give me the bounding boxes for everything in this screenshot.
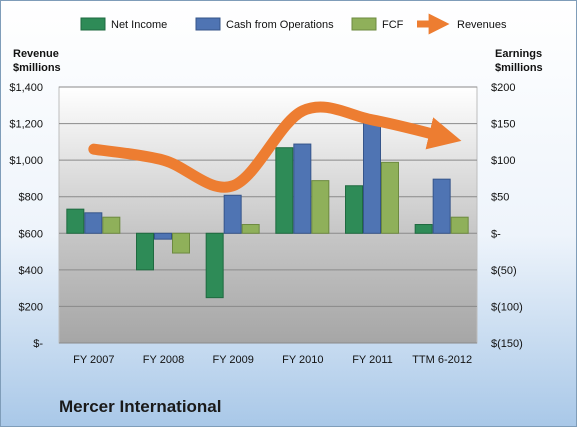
right-axis-label-line2: $millions bbox=[495, 62, 543, 74]
revenues-line bbox=[88, 101, 462, 193]
left-tick-label: $200 bbox=[19, 301, 43, 313]
legend-label-cash-from-operations: Cash from Operations bbox=[226, 19, 334, 31]
revenue-line bbox=[88, 101, 462, 193]
right-tick-label: $200 bbox=[491, 82, 515, 94]
bar-fcf bbox=[311, 180, 330, 234]
bar-fcf bbox=[450, 216, 469, 234]
bar-fcf bbox=[241, 224, 260, 234]
x-tick-label: FY 2011 bbox=[352, 354, 393, 366]
right-tick-label: $- bbox=[491, 228, 501, 240]
right-tick-label: $(100) bbox=[491, 301, 523, 313]
right-tick-label: $100 bbox=[491, 155, 515, 167]
legend-swatch-fcf bbox=[351, 17, 377, 31]
left-tick-label: $800 bbox=[19, 192, 43, 204]
left-axis-label-line1: Revenue bbox=[13, 48, 59, 60]
bars bbox=[66, 117, 469, 299]
x-axis-ticks: FY 2007 FY 2008 FY 2009 FY 2010 FY 2011 TTM 6… bbox=[73, 354, 472, 366]
bar-cash-from-operations bbox=[363, 117, 381, 234]
right-tick-label: $150 bbox=[491, 119, 515, 131]
bar-cash-from-operations bbox=[223, 194, 242, 234]
right-tick-label: $50 bbox=[491, 192, 509, 204]
x-tick-label: FY 2009 bbox=[212, 354, 253, 366]
legend-label-revenues: Revenues bbox=[457, 19, 507, 31]
left-tick-label: $- bbox=[33, 338, 43, 350]
bar-net-income bbox=[345, 185, 363, 234]
legend-swatch-cash-from-operations bbox=[195, 17, 221, 31]
left-tick-label: $600 bbox=[19, 228, 43, 240]
bar-fcf bbox=[102, 216, 121, 234]
left-axis-label-line2: $millions bbox=[13, 62, 61, 74]
x-tick-label: TTM 6-2012 bbox=[412, 354, 472, 366]
legend-swatch-net-income bbox=[80, 17, 106, 31]
chart-title: Mercer International bbox=[59, 397, 222, 416]
right-axis-ticks: $(150) $(100) $(50) $- $50 $100 $150 $200 bbox=[491, 82, 523, 350]
bar-cash-from-operations bbox=[432, 178, 451, 234]
bar-net-income bbox=[66, 208, 85, 234]
left-tick-label: $1,000 bbox=[9, 155, 43, 167]
left-axis-ticks: $- $200 $400 $600 $800 $1,000 $1,200 $1,400 bbox=[9, 82, 43, 350]
legend-label-fcf: FCF bbox=[382, 19, 404, 31]
right-axis-label-line1: Earnings bbox=[495, 48, 542, 60]
bar-fcf bbox=[381, 161, 399, 234]
bar-net-income bbox=[414, 224, 433, 234]
bar-cash-from-operations bbox=[293, 143, 312, 234]
legend: Net Income Cash from Operations FCF Reve… bbox=[80, 13, 507, 35]
bar-net-income bbox=[136, 232, 154, 271]
left-tick-label: $400 bbox=[19, 265, 43, 277]
x-tick-label: FY 2008 bbox=[143, 354, 184, 366]
legend-label-net-income: Net Income bbox=[111, 19, 167, 31]
bar-cash-from-operations bbox=[84, 212, 103, 234]
x-tick-label: FY 2010 bbox=[282, 354, 323, 366]
bar-cash-from-operations bbox=[154, 232, 172, 240]
bar-fcf bbox=[172, 232, 190, 254]
left-tick-label: $1,200 bbox=[9, 119, 43, 131]
right-tick-label: $(50) bbox=[491, 265, 517, 277]
bar-net-income bbox=[275, 147, 294, 234]
left-tick-label: $1,400 bbox=[9, 82, 43, 94]
right-tick-label: $(150) bbox=[491, 338, 523, 350]
x-tick-label: FY 2007 bbox=[73, 354, 114, 366]
bar-net-income bbox=[205, 232, 224, 299]
